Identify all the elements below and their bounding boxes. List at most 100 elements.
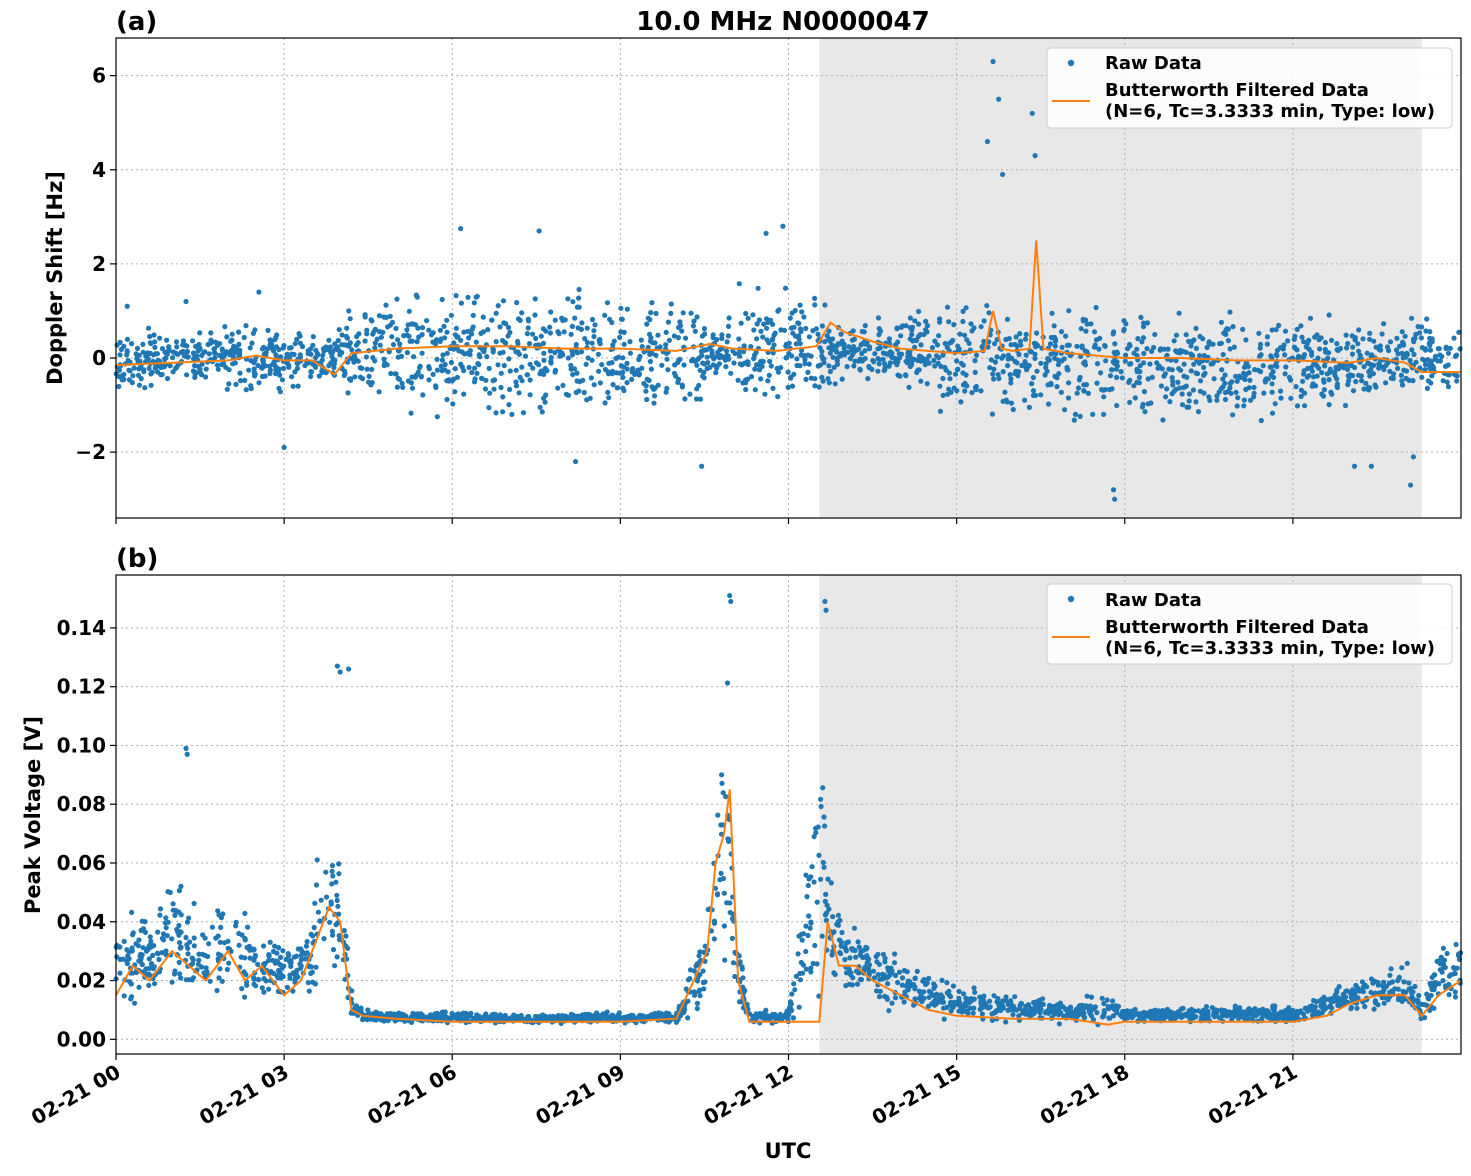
raw-data-point: [1173, 332, 1180, 338]
raw-data-point: [1083, 382, 1090, 388]
raw-data-point: [990, 371, 996, 377]
raw-data-point: [1154, 360, 1160, 366]
raw-data-point: [595, 351, 602, 357]
raw-data-point: [834, 349, 840, 355]
raw-data-point: [1440, 378, 1446, 384]
raw-data-point: [800, 962, 807, 968]
raw-data-point: [856, 346, 862, 352]
raw-data-point: [509, 1015, 515, 1022]
raw-data-point: [133, 351, 139, 357]
raw-data-point: [212, 339, 218, 345]
raw-data-point: [129, 909, 135, 916]
raw-data-point: [159, 935, 165, 942]
raw-data-point: [1142, 409, 1148, 415]
raw-data-point: [648, 310, 654, 316]
raw-data-point: [1093, 304, 1099, 311]
raw-data-point: [780, 223, 786, 229]
raw-data-point: [1331, 370, 1338, 376]
raw-data-point: [262, 960, 268, 967]
raw-data-point: [263, 978, 269, 984]
raw-data-point: [426, 377, 432, 383]
raw-data-point: [988, 357, 994, 363]
raw-data-point: [309, 969, 315, 975]
raw-data-point: [1326, 377, 1332, 383]
raw-data-point: [811, 834, 817, 840]
raw-data-point: [842, 957, 848, 963]
raw-data-point: [1260, 363, 1266, 369]
raw-data-point: [310, 334, 316, 340]
raw-data-point: [792, 308, 798, 314]
raw-data-point: [789, 353, 795, 359]
raw-data-point: [1316, 337, 1322, 343]
raw-data-point: [1032, 355, 1038, 361]
raw-data-point: [1337, 362, 1343, 368]
raw-data-point: [882, 955, 888, 962]
raw-data-point: [1207, 341, 1213, 347]
raw-data-point: [256, 977, 262, 983]
axes-frame: [115, 37, 1462, 519]
raw-data-point: [704, 354, 710, 360]
raw-data-point: [470, 312, 476, 318]
raw-data-point: [513, 383, 520, 389]
raw-data-point: [1034, 368, 1040, 374]
raw-data-point: [725, 333, 732, 339]
raw-data-point: [569, 352, 576, 358]
raw-data-point: [177, 944, 183, 951]
raw-data-point: [583, 1014, 589, 1020]
raw-data-point: [1048, 351, 1054, 357]
raw-data-point: [969, 328, 975, 334]
raw-data-point: [828, 880, 834, 886]
raw-data-point: [717, 353, 724, 359]
raw-data-point: [1452, 989, 1458, 995]
raw-data-point: [371, 329, 377, 335]
raw-data-point: [989, 411, 996, 417]
raw-data-point: [663, 1010, 670, 1016]
raw-data-point: [140, 349, 146, 355]
raw-data-point: [341, 372, 347, 379]
raw-data-point: [596, 337, 602, 343]
raw-data-point: [273, 371, 279, 377]
raw-data-point: [444, 317, 450, 323]
raw-data-point: [1386, 347, 1392, 354]
raw-data-point: [1415, 324, 1421, 330]
raw-data-point: [1136, 374, 1142, 380]
raw-data-point: [1240, 1012, 1247, 1018]
raw-data-point: [624, 366, 630, 372]
raw-data-point: [163, 915, 169, 921]
raw-data-point: [1272, 401, 1278, 407]
raw-data-point: [1404, 960, 1410, 966]
raw-data-point: [1196, 353, 1203, 359]
raw-data-point: [1091, 344, 1098, 350]
raw-data-point: [1214, 393, 1220, 399]
raw-data-point: [279, 963, 285, 969]
raw-data-point: [442, 361, 448, 368]
raw-data-point: [177, 971, 183, 977]
raw-data-point: [1368, 366, 1374, 372]
raw-data-point: [592, 322, 598, 328]
raw-data-point: [824, 910, 830, 916]
raw-data-point: [688, 358, 695, 364]
raw-data-point: [396, 348, 402, 354]
raw-data-point: [225, 938, 231, 944]
raw-data-point: [1407, 482, 1414, 488]
raw-data-point: [147, 934, 153, 940]
raw-data-point: [315, 909, 321, 915]
raw-data-point: [1410, 378, 1416, 384]
raw-data-point: [229, 337, 235, 343]
raw-data-point: [923, 981, 929, 987]
raw-data-point: [540, 340, 547, 346]
raw-data-point: [1440, 945, 1446, 951]
raw-data-point: [932, 338, 938, 344]
raw-data-point: [766, 340, 772, 346]
raw-data-point: [791, 981, 797, 987]
raw-data-point: [1007, 372, 1013, 378]
raw-data-point: [1345, 340, 1351, 347]
raw-data-point: [596, 368, 602, 374]
raw-data-point: [909, 324, 916, 330]
raw-data-point: [1043, 1009, 1049, 1015]
raw-data-point: [907, 315, 914, 321]
panel-b-ylabel: Peak Voltage [V]: [21, 716, 45, 914]
raw-data-point: [1052, 343, 1058, 349]
raw-data-point: [316, 373, 322, 379]
raw-data-point: [576, 286, 582, 293]
